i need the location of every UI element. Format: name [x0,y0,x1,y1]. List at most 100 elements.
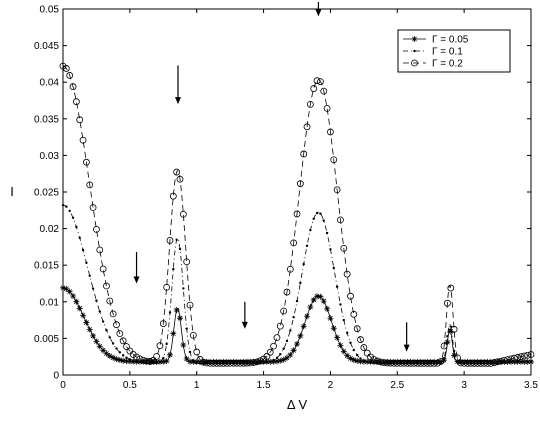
data-point [75,225,78,229]
data-point [325,231,329,235]
data-point [153,358,160,365]
legend-entry: Γ = 0.2 [403,59,463,70]
data-point [279,353,282,356]
data-point [333,186,341,194]
data-point [289,329,292,332]
data-point [431,358,438,365]
data-point [332,266,335,270]
data-point [276,322,284,330]
data-point [270,358,277,365]
data-point [373,357,381,365]
y-tick-label: 0.02 [40,224,60,235]
data-point [121,354,125,357]
y-tick-label: 0.05 [40,5,60,16]
data-point [494,358,501,366]
data-point [300,150,308,158]
arrow-annotation [174,65,181,105]
data-point [286,265,294,273]
data-point [444,299,451,307]
data-point [352,348,356,352]
data-point [417,358,424,365]
data-point [250,359,257,366]
data-point [437,358,445,365]
data-point [81,248,85,252]
data-point [310,85,318,92]
data-point [283,288,291,296]
data-point [449,325,452,328]
data-point [277,357,284,364]
data-point [362,359,366,362]
series-layer [59,62,535,367]
data-point [106,297,114,305]
data-point [253,358,261,366]
data-point [159,320,167,327]
data-point [99,265,107,273]
data-point [339,303,342,306]
data-point [446,335,449,338]
data-point [79,136,87,144]
data-point [454,354,461,362]
data-point [113,356,120,363]
data-point [66,288,73,295]
data-point [303,123,311,131]
y-tick-label: 0.01 [40,297,60,308]
data-point [340,348,347,355]
data-point [68,209,71,213]
data-point [380,359,388,366]
data-point [240,359,247,367]
data-point [86,326,93,333]
data-point [178,247,182,251]
data-point [520,352,528,360]
data-point [461,358,468,365]
data-point [411,358,417,365]
data-point [233,358,240,365]
data-point [370,356,378,363]
data-point [216,359,224,367]
data-point [497,357,505,365]
data-point [427,358,434,365]
data-point [347,355,354,362]
data-point [417,359,425,367]
x-axis-label: Δ V [287,397,308,412]
data-point [514,354,522,361]
data-point [317,293,324,300]
data-point [477,359,485,367]
y-tick-label: 0.005 [34,334,59,345]
data-point [345,331,349,335]
series-line [62,65,532,364]
data-point [62,65,70,72]
data-point [410,359,418,367]
data-point [390,359,398,367]
data-point [295,299,299,303]
data-point [126,358,133,365]
x-tick-label: 2 [328,380,334,391]
data-point [347,292,354,300]
data-point [103,282,110,290]
data-point [80,312,87,319]
data-point [294,340,300,347]
data-point [86,181,94,189]
data-point [507,355,515,363]
tick-layer: 0 0.5 1 1.5 2 2.5 3 3.5 0 0.005 0.01 0.015 0.02 0.025… [34,5,538,392]
data-point [183,258,191,266]
data-point [383,359,391,367]
data-point [120,357,127,364]
data-point [490,359,498,366]
data-point [447,284,455,292]
data-point [71,216,75,219]
data-point [464,359,471,367]
data-point [442,357,446,360]
data-point [246,359,254,367]
data-point [243,358,250,365]
data-point [247,358,254,365]
data-point [444,339,451,346]
arrow-annotation [133,252,140,284]
data-point [70,293,77,300]
data-point [217,358,224,365]
data-point [193,348,201,356]
data-point [195,361,198,365]
data-point [173,307,180,313]
x-tick-label: 1.5 [257,380,271,391]
data-point [323,104,331,112]
data-point [400,358,407,365]
